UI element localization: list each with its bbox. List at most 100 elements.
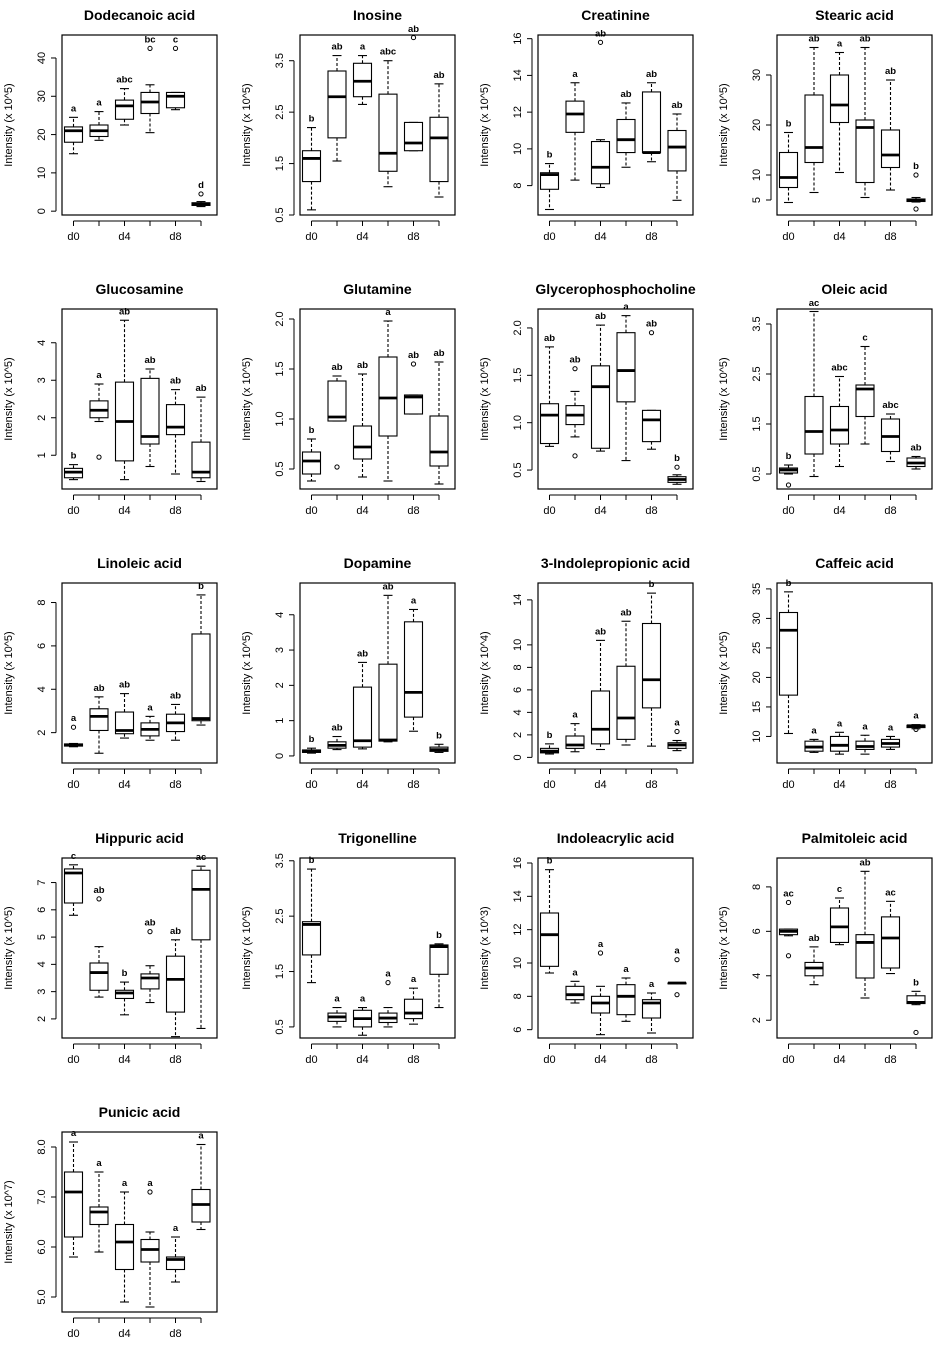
significance-letter: b — [786, 451, 792, 462]
box-d4: b — [114, 968, 135, 1016]
significance-letter: ab — [331, 42, 342, 53]
significance-letter: a — [122, 1178, 128, 1189]
box-iqr — [855, 119, 875, 184]
y-tick-label: 0 — [36, 208, 48, 214]
box-iqr — [403, 998, 424, 1020]
outlier-point — [597, 39, 604, 45]
significance-letter: a — [411, 595, 417, 606]
x-tick-label: d4 — [594, 779, 606, 791]
significance-letter: ab — [646, 319, 657, 330]
box-iqr — [403, 621, 424, 718]
outlier-point — [674, 728, 680, 735]
y-tick-label: 3 — [36, 377, 48, 383]
y-tick-label: 12 — [512, 106, 524, 118]
box-d8: a — [403, 974, 424, 1025]
y-axis-label: Intensity (x 10^5) — [718, 906, 730, 989]
significance-letter: a — [837, 718, 843, 729]
box-d0: b — [301, 855, 322, 984]
y-tick-label: 2.5 — [274, 909, 286, 924]
y-tick-label: 6 — [512, 687, 524, 693]
y-tick-label: 2 — [274, 682, 286, 688]
box-iqr — [641, 622, 662, 709]
significance-letter: abc — [380, 47, 396, 58]
y-tick-label: 8 — [512, 993, 524, 999]
significance-letter: a — [96, 98, 102, 109]
box-d6: a — [140, 1178, 160, 1308]
x-tick-label: d8 — [884, 779, 896, 791]
box-d6: a — [855, 721, 875, 755]
outlier-point — [572, 453, 578, 459]
box-iqr — [667, 129, 687, 172]
box-d10: b — [429, 730, 449, 753]
significance-letter: b — [309, 114, 315, 125]
box-d10: a — [667, 946, 687, 998]
box-d4: abc — [829, 363, 850, 468]
box-iqr — [301, 150, 322, 183]
box-iqr — [327, 70, 347, 139]
box-d2: a — [565, 69, 585, 181]
significance-letter: a — [71, 713, 77, 724]
box-iqr — [378, 356, 398, 437]
significance-letter: ab — [119, 306, 130, 317]
panel-plot-area: Glycerophosphocholine 0.5 1.0 1.5 2.0 Intensi… — [479, 281, 696, 517]
significance-letter: ab — [408, 350, 419, 361]
panel-plot-area: Palmitoleic acid 2 4 6 8 Intensity (x 10^5) d0… — [718, 830, 933, 1066]
significance-letter: b — [547, 150, 553, 161]
box-d8: ab — [165, 690, 186, 741]
outlier-point — [70, 724, 77, 730]
box-iqr — [89, 1206, 109, 1226]
significance-letter: b — [649, 579, 655, 590]
y-axis-label: Intensity (x 10^5) — [718, 631, 730, 714]
outlier-point — [572, 366, 578, 372]
significance-letter: a — [334, 994, 340, 1005]
box-d0: a — [63, 713, 84, 748]
box-d8: a — [403, 595, 424, 732]
y-tick-label: 10 — [751, 169, 763, 181]
y-tick-label: 4 — [36, 340, 48, 346]
significance-letter: ab — [357, 648, 368, 659]
significance-letter: c — [173, 34, 178, 45]
significance-letter: ac — [196, 852, 207, 863]
y-tick-label: 4 — [512, 709, 524, 715]
x-tick-label: d8 — [884, 1054, 896, 1066]
panel-plot-area: 3-Indolepropionic acid 0 2 4 6 8 10 14 Intensity… — [479, 555, 694, 791]
outlier-point — [674, 957, 680, 963]
panel-plot-area: Oleic acid 0.5 1.5 2.5 3.5 Intensity (x 10^5)… — [718, 281, 933, 517]
y-tick-label: 0.5 — [274, 461, 286, 476]
box-d8: a — [880, 722, 901, 750]
box-d0: ab — [539, 333, 560, 447]
significance-letter: ab — [382, 581, 393, 592]
y-tick-label: 12 — [512, 924, 524, 936]
panel-title: Indoleacrylic acid — [557, 830, 675, 846]
x-tick-label: d4 — [118, 231, 130, 243]
boxplot-panel: 3-Indolepropionic acid 0 2 4 6 8 10 14 Intensity… — [479, 555, 694, 791]
significance-letter: a — [360, 994, 366, 1005]
box-iqr — [829, 907, 850, 943]
significance-letter: c — [862, 333, 867, 344]
box-d4: a — [114, 1178, 135, 1303]
significance-letter: ab — [357, 360, 368, 371]
y-tick-label: 8.0 — [36, 1139, 48, 1154]
outlier-point — [410, 361, 417, 367]
significance-letter: c — [837, 884, 842, 895]
panel-plot-area: Hippuric acid 2 3 4 5 6 7 Intensity (x 10^5) d0 d… — [3, 830, 218, 1066]
significance-letter: ab — [331, 362, 342, 373]
y-tick-label: 3 — [274, 647, 286, 653]
y-tick-label: 2 — [36, 730, 48, 736]
box-iqr — [165, 955, 186, 1013]
x-tick-label: d0 — [305, 1054, 317, 1066]
y-tick-label: 20 — [36, 128, 48, 140]
significance-letter: ab — [910, 443, 921, 454]
box-d10: b — [906, 977, 926, 1036]
box-iqr — [114, 99, 135, 120]
significance-letter: ab — [119, 680, 130, 691]
box-iqr — [616, 984, 636, 1016]
box-iqr — [114, 711, 135, 735]
significance-letter: ab — [195, 383, 206, 394]
box-d10: b — [429, 930, 449, 1009]
box-iqr — [539, 172, 560, 190]
box-d2: a — [804, 725, 824, 753]
box-d0: a — [63, 1128, 84, 1258]
box-iqr — [378, 93, 398, 172]
